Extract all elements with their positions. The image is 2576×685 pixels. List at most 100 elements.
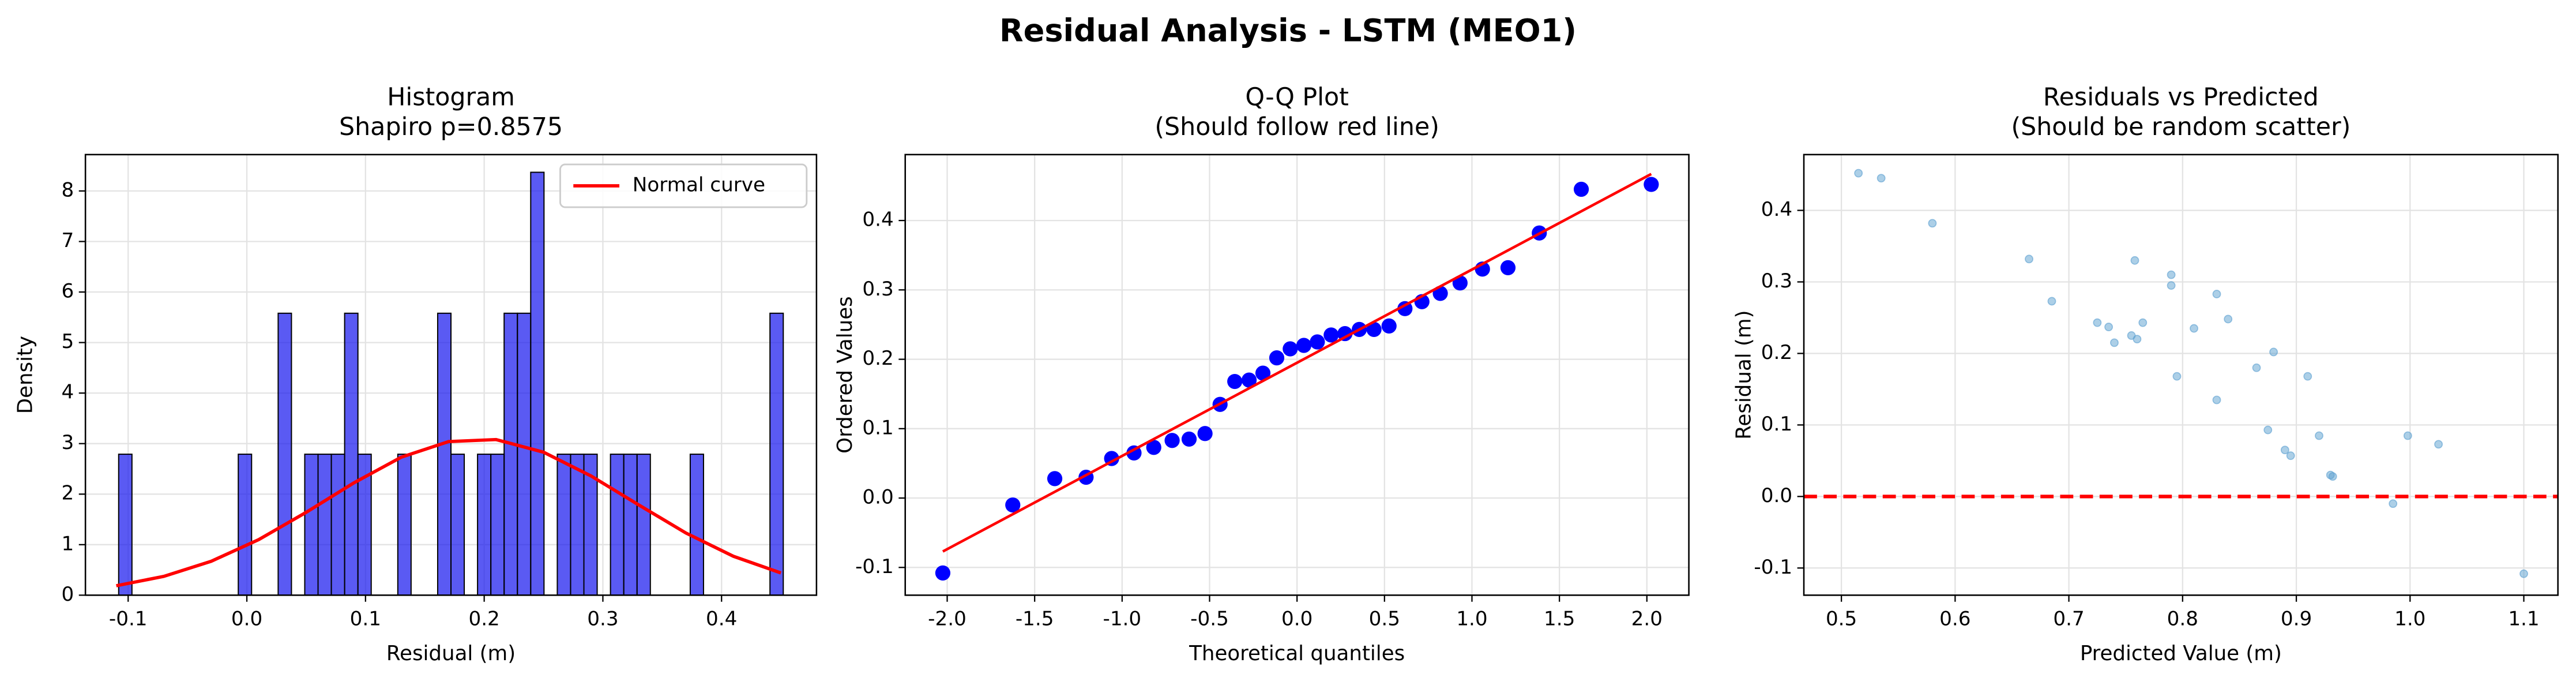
qq-point [1181,431,1197,447]
scatter-point [2269,347,2278,357]
qq-point [1644,177,1659,192]
scatter-point [1854,169,1863,178]
scatter-point [2389,499,2398,508]
x-tick-label: 0.5 [1826,608,1857,631]
scatter-point [2110,338,2119,347]
scatter-point [2403,431,2412,440]
y-tick-label: 0 [61,583,74,606]
scatter-point [2212,395,2221,405]
x-tick-label: 0.3 [587,608,618,631]
y-tick-label: 0.4 [1761,198,1792,221]
x-tick-label: -2.0 [928,608,967,631]
scatter-point [2104,323,2114,331]
histogram-bar [344,312,359,596]
y-axis-label: Ordered Values [833,296,857,454]
x-tick-label: 0.0 [1281,608,1313,631]
x-axis-label: Theoretical quantiles [1189,642,1405,665]
legend-label: Normal curve [633,174,765,197]
y-tick-label: 5 [61,330,74,353]
scatter-point [2133,335,2142,344]
x-tick-label: 0.5 [1369,608,1400,631]
histogram-bar [570,454,585,596]
qq-point [1269,350,1285,366]
y-tick-label: 0.2 [862,347,893,370]
histogram-bar [437,312,452,596]
y-tick-label: 6 [61,280,74,303]
legend-box [559,163,808,208]
qq-point [1323,327,1339,343]
scatter-point [2172,372,2182,381]
qq-point [1397,301,1413,316]
scatter-point [2138,318,2148,327]
qq-point [1366,321,1382,337]
chart-title: Histogram [387,83,515,112]
y-tick-label: 7 [61,229,74,252]
qq-point [1573,181,1589,197]
chart-title: (Should be random scatter) [2011,113,2351,141]
qq-point [1164,433,1180,448]
scatter-point [2263,425,2273,435]
histogram-bar [317,454,332,596]
y-tick-label: 4 [61,381,74,404]
histogram-bar [556,454,571,596]
x-tick-label: 2.0 [1631,608,1663,631]
x-tick-label: 1.0 [1456,608,1487,631]
scatter-point [2224,315,2233,324]
scatter-point [2093,318,2102,327]
scatter-point [2190,324,2198,333]
scatter-point [2212,290,2221,298]
y-tick-label: 0.4 [862,208,893,231]
chart-title: Shapiro p=0.8575 [339,113,563,141]
histogram-bar [397,454,412,596]
plot-frame [904,154,1690,596]
histogram-bar [118,454,133,596]
histogram-bar [238,454,253,596]
histogram-bar [503,312,518,596]
chart-title: Q-Q Plot [1245,83,1349,112]
qq-point [935,565,951,581]
y-tick-label: -0.1 [1754,556,1792,579]
scatter-point [2167,281,2176,290]
plot-frame [84,154,818,596]
y-tick-label: 0.1 [1761,413,1792,436]
scatter-point [2280,446,2289,455]
y-tick-label: 1 [61,532,74,555]
x-tick-label: 0.8 [2167,608,2198,631]
qq-point [1283,341,1298,357]
histogram-bar [517,312,532,596]
scatter-point [2025,254,2033,264]
y-tick-label: 0.1 [862,416,893,439]
histogram-bar [304,454,319,596]
x-axis-label: Predicted Value (m) [2080,642,2282,665]
qq-point [1146,440,1161,455]
qq-point [1197,426,1213,441]
x-tick-label: 0.0 [231,608,262,631]
x-tick-label: -1.5 [1016,608,1054,631]
figure-title: Residual Analysis - LSTM (MEO1) [999,13,1577,49]
y-tick-label: 2 [61,482,74,505]
x-tick-label: 0.9 [2281,608,2312,631]
histogram-bar [623,454,638,596]
histogram-bar [277,312,292,596]
y-tick-label: 0.0 [1761,484,1792,507]
scatter-point [2167,270,2176,279]
histogram-bar [477,454,492,596]
chart-title: Residuals vs Predicted [2043,83,2319,112]
histogram-bar [530,171,545,596]
plot-frame [1803,154,2559,596]
x-tick-label: -0.5 [1190,608,1229,631]
x-tick-label: 0.4 [706,608,737,631]
qq-point [1047,471,1063,486]
histogram-bar [769,312,784,596]
scatter-point [2130,256,2139,265]
normal-curve [116,437,782,587]
scatter-point [2286,451,2295,461]
x-tick-label: 0.1 [350,608,381,631]
histogram-bar [330,454,345,596]
histogram-bar [450,454,465,596]
qq-point [1500,260,1516,275]
scatter-point [2047,297,2056,306]
histogram-bar [490,454,505,596]
